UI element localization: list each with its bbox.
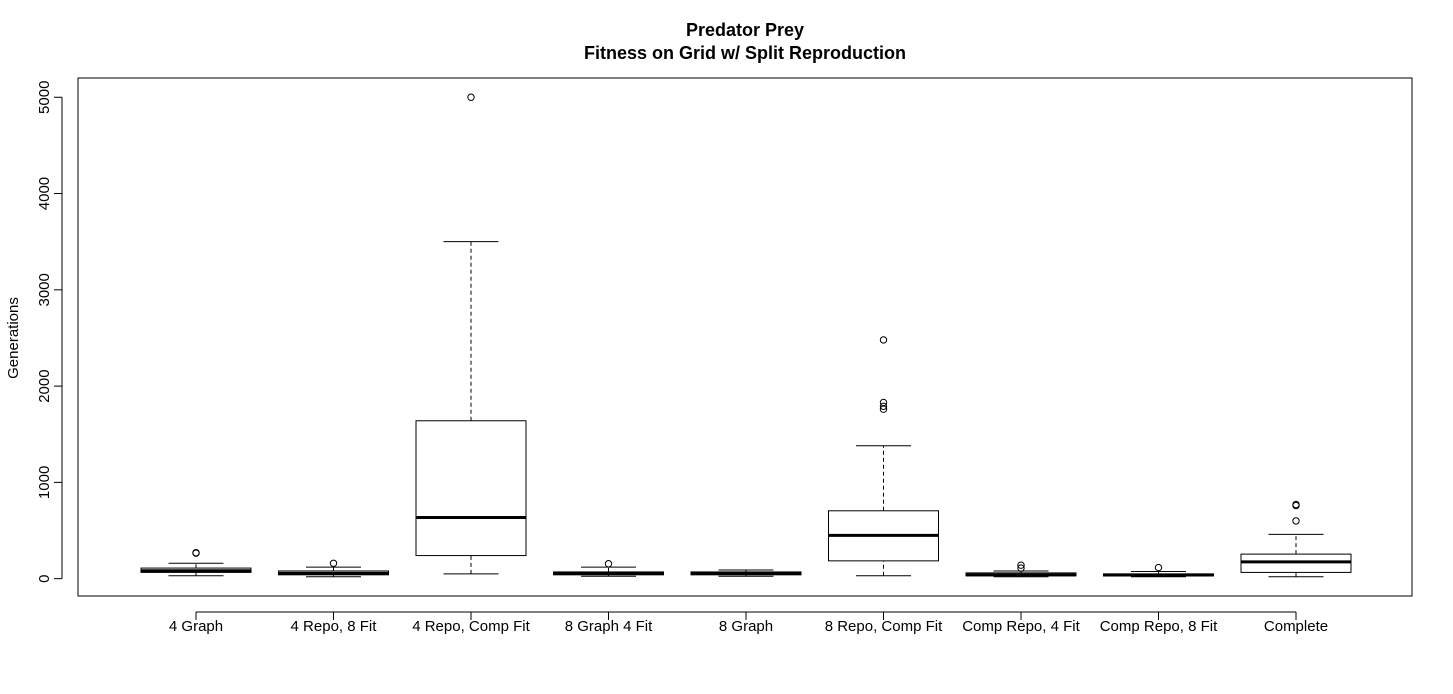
outlier-point: [467, 93, 475, 101]
plot-frame: [77, 77, 1413, 597]
x-tick-label: 4 Graph: [169, 618, 223, 635]
box-group: [965, 561, 1077, 578]
y-tick-label: 0: [36, 574, 53, 582]
x-tick-label: 8 Graph 4 Fit: [565, 618, 653, 635]
y-tick-label: 3000: [36, 273, 53, 306]
chart-subtitle: Fitness on Grid w/ Split Reproduction: [584, 43, 906, 63]
y-axis-label: Generations: [5, 297, 22, 379]
outlier-point: [192, 548, 200, 557]
box-group: [1103, 563, 1214, 578]
box-group: [278, 559, 389, 578]
x-axis: 4 Graph 4 Repo, 8 Fit 4 Repo, Comp Fit 8 Gr…: [169, 611, 1328, 635]
box-group: [553, 560, 664, 577]
x-tick-label: Complete: [1264, 618, 1328, 635]
boxes-group: [140, 93, 1352, 578]
outlier-point: [1292, 517, 1300, 525]
outlier-point: [879, 336, 888, 344]
x-tick-label: Comp Repo, 8 Fit: [1100, 618, 1218, 635]
outlier-point: [604, 560, 613, 568]
outlier-point: [1017, 561, 1025, 569]
outlier-point: [879, 398, 888, 407]
box-group: [690, 569, 802, 577]
box-group: [1240, 500, 1352, 578]
chart-title: Predator Prey: [686, 20, 804, 40]
outlier-point: [1154, 563, 1163, 572]
y-axis: 0 1000 2000 3000 4000 5000: [36, 81, 63, 583]
x-tick-label: 8 Repo, Comp Fit: [825, 618, 943, 635]
x-tick-label: 8 Graph: [719, 618, 773, 635]
box-group: [415, 93, 527, 575]
outlier-point: [1292, 500, 1300, 509]
y-tick-label: 5000: [36, 81, 53, 114]
y-tick-label: 1000: [36, 466, 53, 499]
outlier-point: [879, 402, 888, 411]
x-tick-label: 4 Repo, Comp Fit: [412, 618, 530, 635]
outlier-point: [1017, 564, 1025, 572]
x-tick-label: Comp Repo, 4 Fit: [962, 618, 1080, 635]
box-iqr: [415, 420, 527, 557]
y-tick-label: 4000: [36, 177, 53, 210]
box-group: [828, 336, 939, 577]
y-tick-label: 2000: [36, 369, 53, 402]
outlier-point: [329, 559, 338, 567]
x-tick-label: 4 Repo, 8 Fit: [291, 618, 378, 635]
box-group: [140, 548, 252, 577]
